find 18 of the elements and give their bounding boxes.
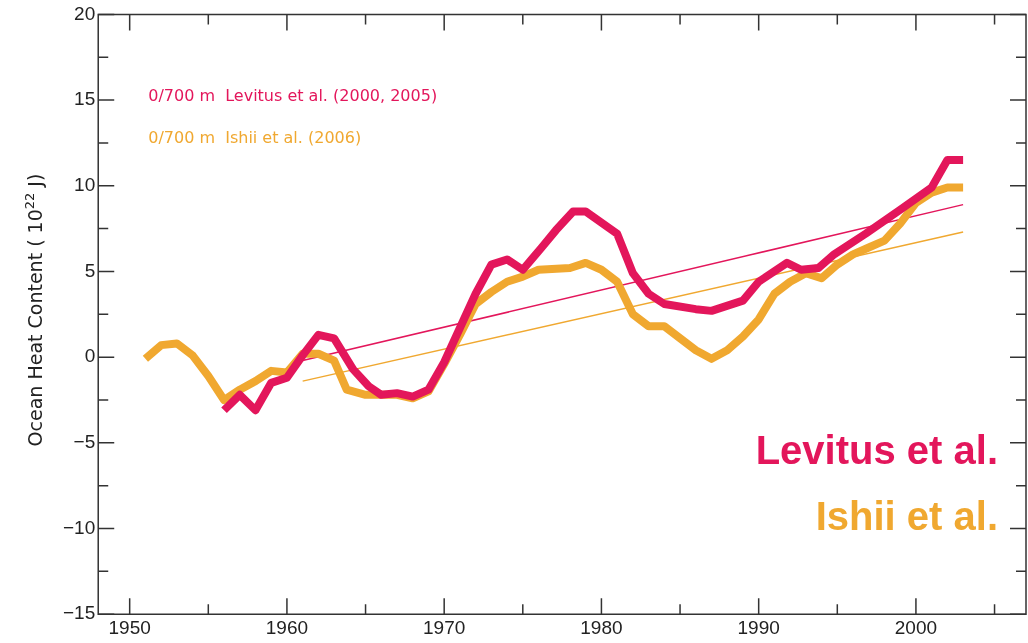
y-tick-label: 10 [74, 174, 96, 196]
x-tick-label: 1960 [265, 616, 309, 638]
x-tick-label: 1950 [108, 616, 151, 638]
y-tick-label: 15 [74, 88, 96, 110]
y-tick-label: −10 [63, 516, 96, 538]
text: 0/700 m Levitus et al. (2000, 2005) [148, 85, 438, 105]
x-tick-label: 1970 [423, 616, 466, 638]
annotation: Levitus et al. [755, 428, 998, 473]
annotation: Ishii et al. [815, 494, 998, 539]
y-tick-label: 20 [74, 2, 96, 24]
y-tick-label: 0 [84, 345, 96, 367]
x-tick-label: 1980 [580, 616, 623, 638]
y-tick-label: −5 [73, 431, 96, 453]
x-tick-label: 2000 [894, 616, 938, 638]
y-tick-label: 5 [84, 259, 96, 281]
text: 0/700 m Ishii et al. (2006) [148, 127, 362, 147]
x-tick-label: 1990 [737, 616, 780, 638]
y-tick-label: −15 [63, 602, 96, 624]
